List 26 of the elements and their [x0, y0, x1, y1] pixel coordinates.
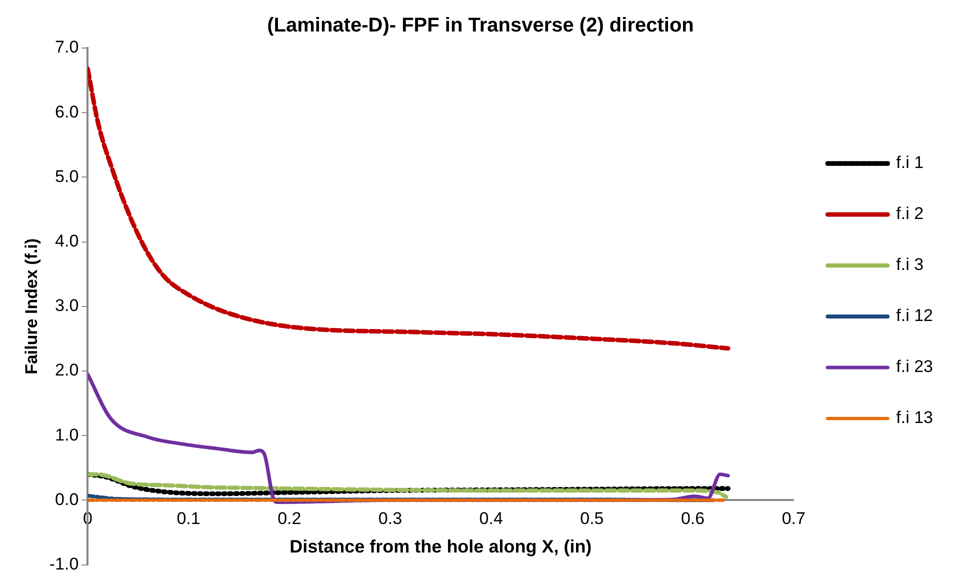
y-tick-label: 0.0 — [55, 490, 79, 509]
legend-label: f.i 13 — [896, 408, 934, 428]
x-axis-title: Distance from the hole along X, (in) — [290, 536, 592, 556]
x-tick-label: 0.3 — [378, 509, 402, 528]
x-tick-label: 0.4 — [479, 509, 503, 528]
y-tick-label: 2.0 — [55, 360, 79, 380]
legend-label: f.i 12 — [896, 306, 934, 326]
legend-label: f.i 2 — [896, 204, 924, 224]
x-tick-label: 0.2 — [278, 509, 302, 528]
legend-label: f.i 3 — [896, 255, 924, 274]
line-series — [88, 66, 730, 351]
legend-label: f.i 1 — [896, 153, 924, 172]
x-tick-label: 0.1 — [176, 509, 200, 528]
y-axis-title: Failure Index (f.i) — [22, 238, 41, 374]
y-tick-label: 3.0 — [55, 296, 79, 316]
legend-label: f.i 23 — [896, 357, 934, 376]
chart-title: (Laminate-D)- FPF in Transverse (2) direction — [267, 14, 694, 37]
x-tick-label: 0.7 — [782, 509, 806, 528]
y-tick-label: -1.0 — [49, 554, 79, 574]
y-tick-label: 6.0 — [55, 102, 79, 122]
y-tick-label: 4.0 — [55, 231, 79, 250]
x-tick-label: 0.5 — [580, 509, 604, 528]
x-tick-label: 0.6 — [680, 509, 705, 528]
y-tick-label: 7.0 — [55, 38, 79, 57]
y-tick-label: 5.0 — [55, 166, 79, 186]
y-tick-label: 1.0 — [55, 425, 79, 444]
